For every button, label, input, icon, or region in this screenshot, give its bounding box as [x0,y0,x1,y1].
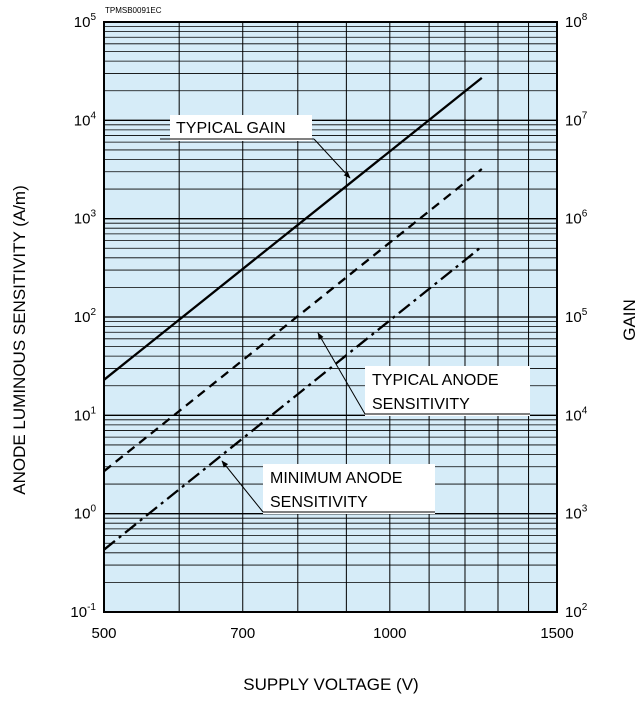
x-tick-label: 1000 [373,625,406,642]
y-tick-label-left: 104 [74,110,97,129]
annotation-typical-gain-arrow [313,138,351,179]
y-tick-label-left: 101 [74,405,97,424]
annotation-minimum-anode-line2: SENSITIVITY [270,494,368,511]
y-axis-title-right: GAIN [620,299,639,341]
series-line-1 [103,77,483,381]
annotation-typical-anode-arrow [317,332,366,415]
y-tick-label-left: 102 [74,307,97,326]
annotation-minimum-anode-arrow [221,460,264,513]
y-tick-label-left: 103 [74,209,97,228]
annotation-typical-gain: TYPICAL GAIN [160,115,351,179]
annotation-typical-anode-line1: TYPICAL ANODE [372,372,499,389]
series-lines [103,77,483,551]
y-tick-labels-right: 108 107 106 105 104 103 102 [565,12,588,621]
y-tick-label-right: 105 [565,307,588,326]
y-tick-label-left: 10-1 [70,602,96,621]
x-tick-label: 700 [230,625,255,642]
x-tick-label: 500 [91,625,116,642]
y-tick-labels-left: 105 104 103 102 101 100 10-1 [70,12,96,621]
y-tick-label-right: 103 [565,504,588,523]
x-tick-labels: 500 700 1000 1500 [91,625,573,642]
y-tick-label-right: 106 [565,209,588,228]
y-tick-label-right: 108 [565,12,588,31]
series-line-2 [103,168,483,473]
x-axis-title: SUPPLY VOLTAGE (V) [243,675,418,694]
y-tick-label-right: 102 [565,602,588,621]
annotation-minimum-anode-line1: MINIMUM ANODE [270,470,402,487]
y-tick-label-left: 100 [74,504,97,523]
y-tick-label-right: 107 [565,110,588,129]
y-tick-label-left: 105 [74,12,97,31]
annotation-typical-anode: TYPICAL ANODE SENSITIVITY [317,332,530,416]
y-tick-label-right: 104 [565,405,588,424]
annotation-minimum-anode: MINIMUM ANODE SENSITIVITY [221,460,435,514]
figure-code: TPMSB0091EC [105,6,162,15]
y-axis-title-left: ANODE LUMINOUS SENSITIVITY (A/m) [10,185,29,495]
annotation-typical-gain-label: TYPICAL GAIN [176,120,286,137]
plot-frame [103,21,558,613]
x-tick-label: 1500 [540,625,573,642]
annotation-typical-anode-line2: SENSITIVITY [372,396,470,413]
